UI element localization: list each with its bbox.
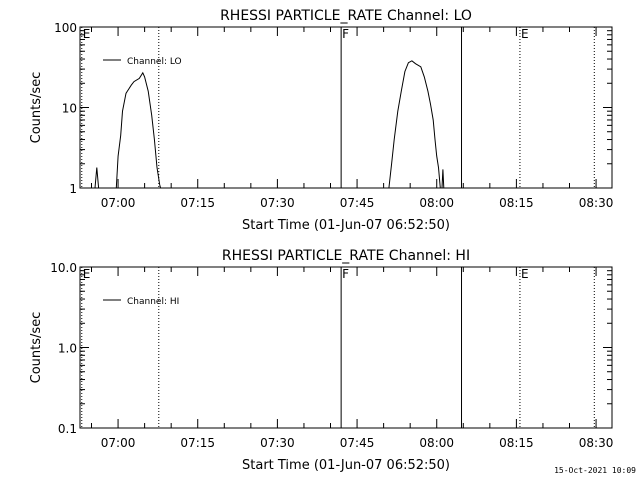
- y-tick-label: 1.0: [58, 342, 77, 356]
- y-axis-label: Counts/sec: [29, 72, 44, 144]
- y-axis-label: Counts/sec: [29, 312, 44, 384]
- plot-frame: [79, 266, 613, 429]
- chart-title: RHESSI PARTICLE_RATE Channel: HI: [222, 248, 470, 264]
- series-line-segment: [94, 167, 100, 189]
- x-axis-label: Start Time (01-Jun-07 06:52:50): [242, 218, 450, 233]
- x-tick-label: 07:30: [260, 436, 295, 450]
- event-marker-label: E: [83, 27, 91, 41]
- plot-frame: [79, 26, 613, 189]
- y-tick-label: 0.1: [58, 422, 77, 436]
- legend-label: Channel: LO: [127, 57, 182, 67]
- legend-label: Channel: HI: [127, 297, 179, 307]
- x-axis-label: Start Time (01-Jun-07 06:52:50): [242, 458, 450, 473]
- series-line-segment: [115, 71, 162, 189]
- x-tick-label: 07:45: [340, 436, 375, 450]
- chart-title: RHESSI PARTICLE_RATE Channel: LO: [220, 8, 472, 24]
- series-line-segment: [441, 169, 445, 189]
- x-tick-label: 08:15: [499, 196, 534, 210]
- x-tick-label: 07:15: [180, 436, 215, 450]
- x-tick-label: 07:45: [340, 196, 375, 210]
- event-marker-label: F: [342, 267, 349, 281]
- event-marker-label: E: [83, 267, 91, 281]
- x-tick-label: 07:15: [180, 196, 215, 210]
- event-marker-label: F: [342, 27, 349, 41]
- series-line-segment: [388, 60, 441, 189]
- x-tick-label: 08:15: [499, 436, 534, 450]
- x-tick-label: 07:00: [101, 196, 136, 210]
- y-tick-label: 100: [54, 21, 77, 35]
- y-tick-label: 10.0: [50, 261, 77, 275]
- x-tick-label: 08:30: [579, 436, 614, 450]
- event-marker-label: E: [521, 27, 529, 41]
- x-tick-label: 08:30: [579, 196, 614, 210]
- event-marker-label: E: [521, 267, 529, 281]
- y-tick-label: 10: [62, 102, 77, 116]
- timestamp-stamp: 15-Oct-2021 10:09: [554, 466, 636, 475]
- x-tick-label: 08:00: [419, 436, 454, 450]
- y-tick-label: 1: [69, 182, 77, 196]
- x-tick-label: 07:30: [260, 196, 295, 210]
- x-tick-label: 07:00: [101, 436, 136, 450]
- x-tick-label: 08:00: [419, 196, 454, 210]
